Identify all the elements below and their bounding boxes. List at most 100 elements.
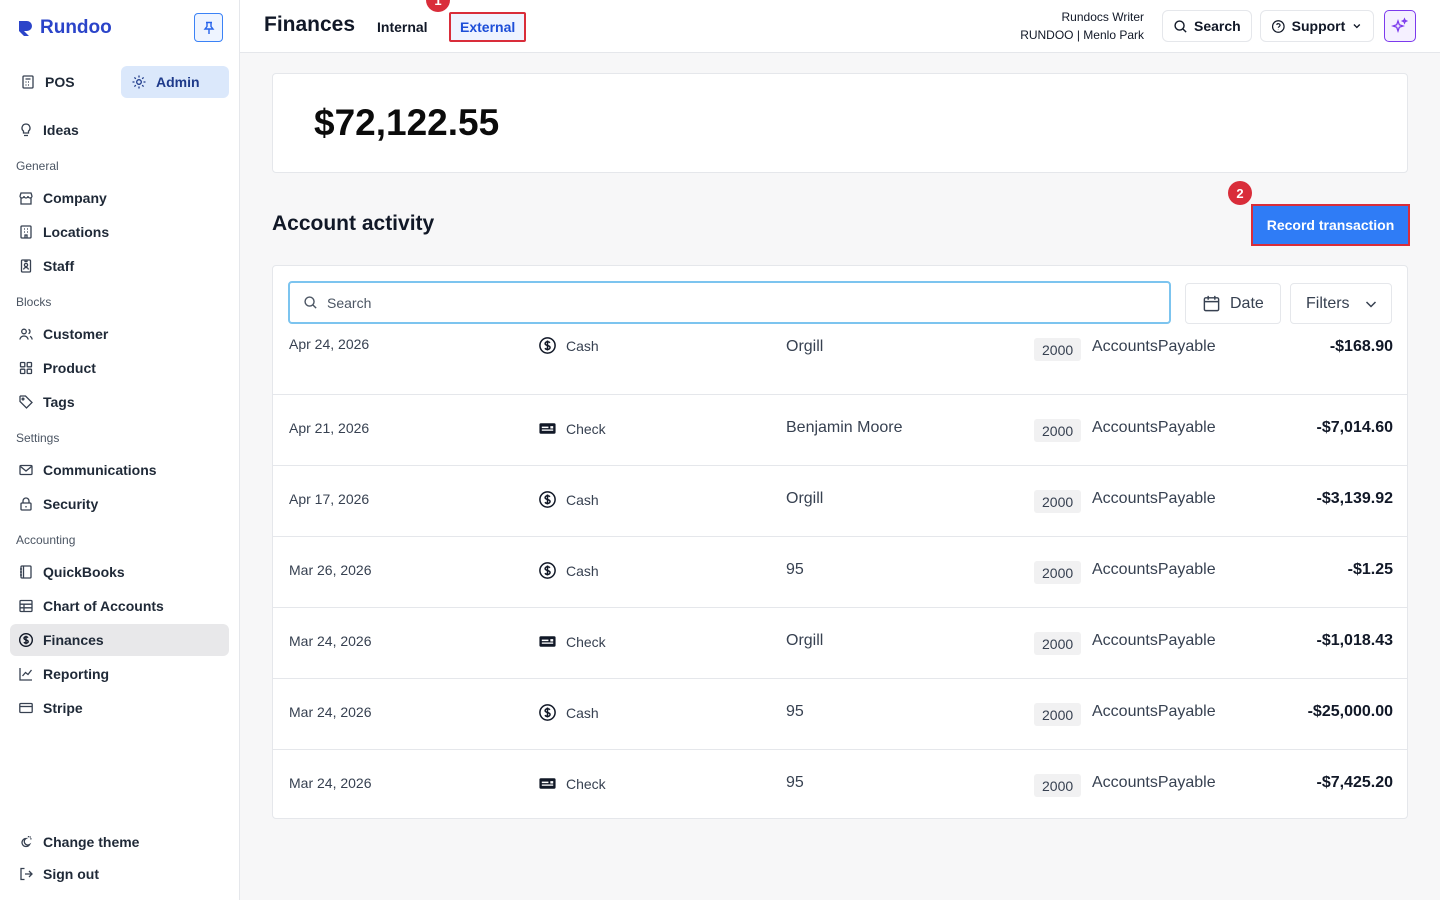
payment-method: Check [538, 419, 606, 438]
sidebar-item-company[interactable]: Company [10, 182, 229, 214]
sparkles-icon [1391, 17, 1409, 33]
sidebar-item-label: Stripe [43, 700, 83, 716]
calendar-icon [1203, 295, 1220, 312]
ai-assistant-button[interactable] [1384, 10, 1416, 42]
date-filter-button[interactable]: Date [1185, 283, 1281, 324]
sidebar-item-product[interactable]: Product [10, 352, 229, 384]
payment-method: Cash [538, 703, 599, 722]
sidebar-item-finances[interactable]: Finances [10, 624, 229, 656]
sidebar-item-customer[interactable]: Customer [10, 318, 229, 350]
rundoo-logo-icon [18, 21, 32, 36]
sidebar-item-ideas[interactable]: Ideas [10, 114, 229, 146]
section-settings: Settings [16, 431, 60, 445]
pin-icon [203, 21, 214, 34]
sidebar-item-chart-of-accounts[interactable]: Chart of Accounts [10, 590, 229, 622]
table-row[interactable]: Mar 26, 2026 Cash 95 2000 AccountsPayabl… [273, 537, 1407, 608]
date-filter-label: Date [1230, 294, 1264, 312]
dollar-circle-icon [539, 562, 556, 579]
activity-search-input[interactable] [327, 294, 1169, 311]
sidebar-item-label: Security [43, 496, 99, 512]
account-name: AccountsPayable [1092, 338, 1216, 355]
sidebar-item-tags[interactable]: Tags [10, 386, 229, 418]
record-transaction-button[interactable]: Record transaction [1251, 204, 1410, 246]
top-header: Finances Internal External 1 Rundocs Wri… [240, 0, 1440, 53]
table-row[interactable]: Apr 17, 2026 Cash Orgill 2000 AccountsPa… [273, 466, 1407, 537]
account-name: AccountsPayable [1092, 419, 1216, 436]
change-theme-label: Change theme [43, 834, 140, 850]
storefront-icon [19, 192, 33, 205]
sidebar-item-locations[interactable]: Locations [10, 216, 229, 248]
check-card-icon [539, 636, 556, 647]
header-search-button[interactable]: Search [1162, 10, 1252, 42]
transaction-date: Mar 24, 2026 [289, 633, 372, 649]
section-blocks: Blocks [16, 295, 52, 309]
sidebar-item-quickbooks[interactable]: QuickBooks [10, 556, 229, 588]
account-name: AccountsPayable [1092, 561, 1216, 578]
step-badge-1: 1 [426, 0, 450, 12]
sidebar-item-label: Reporting [43, 666, 110, 682]
sidebar-item-security[interactable]: Security [10, 488, 229, 520]
vendor-name: 95 [786, 774, 804, 791]
vendor-name: Orgill [786, 338, 824, 355]
check-card-icon [539, 778, 556, 789]
payment-method-label: Check [566, 420, 606, 437]
check-card-icon [539, 423, 556, 434]
support-button[interactable]: Support [1260, 10, 1374, 42]
payment-method: Cash [538, 336, 599, 355]
sidebar-item-reporting[interactable]: Reporting [10, 658, 229, 690]
account-name: AccountsPayable [1092, 774, 1216, 791]
line-chart-icon [19, 668, 33, 681]
account-number: 2000 [1034, 632, 1082, 655]
filters-button[interactable]: Filters [1290, 283, 1392, 324]
pin-sidebar-button[interactable] [194, 13, 223, 42]
vendor-name: Benjamin Moore [786, 419, 903, 436]
transaction-amount: -$7,425.20 [1316, 774, 1393, 791]
sidebar-item-label: Tags [43, 394, 75, 410]
mail-icon [19, 464, 33, 476]
table-icon [19, 599, 33, 613]
sign-out-icon [20, 867, 33, 881]
user-info[interactable]: Rundocs Writer RUNDOO | Menlo Park [1002, 8, 1144, 44]
credit-card-icon [19, 702, 33, 714]
support-label: Support [1291, 18, 1346, 34]
account-name: AccountsPayable [1092, 490, 1216, 507]
building-icon [20, 225, 32, 239]
table-row[interactable]: Mar 24, 2026 Check 95 2000 AccountsPayab… [273, 750, 1407, 818]
chevron-down-icon [1365, 300, 1376, 308]
table-row[interactable]: Apr 24, 2026 Cash Orgill 2000 AccountsPa… [273, 324, 1407, 395]
sidebar-item-staff[interactable]: Staff [10, 250, 229, 282]
sidebar-item-communications[interactable]: Communications [10, 454, 229, 486]
filters-label: Filters [1306, 294, 1350, 312]
payment-method: Cash [538, 561, 599, 580]
dollar-circle-icon [539, 337, 556, 354]
account-name: AccountsPayable [1092, 703, 1216, 720]
tab-external[interactable]: External [449, 12, 527, 42]
table-row[interactable]: Mar 24, 2026 Cash 95 2000 AccountsPayabl… [273, 679, 1407, 750]
payment-method-label: Cash [566, 337, 599, 354]
account-balance: $72,122.55 [314, 102, 500, 143]
sign-out-label: Sign out [43, 866, 99, 882]
sidebar-item-label: Staff [43, 258, 75, 274]
sign-out-button[interactable]: Sign out [10, 858, 229, 890]
payment-method: Check [538, 632, 606, 651]
sidebar-item-stripe[interactable]: Stripe [10, 692, 229, 724]
sidebar-item-label: Communications [43, 462, 157, 478]
page-title: Finances [264, 13, 356, 36]
account-number: 2000 [1034, 703, 1082, 726]
activity-search[interactable] [288, 281, 1171, 324]
table-row[interactable]: Apr 21, 2026 Check Benjamin Moore 2000 A… [273, 395, 1407, 466]
users-icon [19, 328, 33, 340]
sidebar-item-label: Ideas [43, 122, 79, 138]
chevron-down-icon [1353, 24, 1361, 29]
account-number: 2000 [1034, 419, 1082, 442]
change-theme-button[interactable]: Change theme [10, 826, 229, 858]
admin-mode-button[interactable]: Admin [121, 66, 229, 98]
search-icon [304, 296, 317, 309]
rundoo-logo[interactable]: Rundoo [16, 16, 112, 40]
admin-label: Admin [156, 74, 200, 90]
tab-internal[interactable]: Internal [377, 19, 428, 35]
sidebar: Rundoo POS Admin Ideas General Company L… [0, 0, 240, 900]
table-row[interactable]: Mar 24, 2026 Check Orgill 2000 AccountsP… [273, 608, 1407, 679]
pos-mode-button[interactable]: POS [10, 66, 113, 98]
register-icon [22, 75, 34, 89]
